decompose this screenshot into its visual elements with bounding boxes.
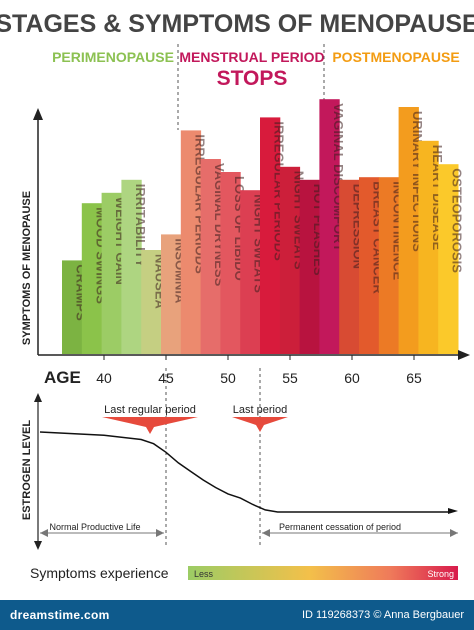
bar-breast-cancer: [359, 177, 380, 354]
bar-osteoporosis: [438, 164, 459, 354]
legend-label: Symptoms experience: [30, 565, 169, 581]
annotation-last-regular-period: Last regular period: [104, 404, 196, 416]
last-period-marker: [232, 417, 288, 432]
bar-vaginal-dryness: [200, 159, 221, 354]
footer-bar: dreamstime.com ID 119268373 © Anna Bergb…: [0, 600, 474, 630]
footer-credit: ID 119268373 © Anna Bergbauer: [301, 609, 464, 621]
legend-strong: Strong: [427, 569, 454, 579]
bar-incontinence: [378, 177, 400, 354]
estrogen-curve-arrow: [448, 508, 458, 514]
legend-gradient-bar: [188, 566, 458, 580]
bar-irregular-periods: [180, 130, 202, 354]
stage-menstrual-line1: MENSTRUAL PERIOD: [179, 49, 324, 65]
legend-less: Less: [194, 569, 214, 579]
bar-depression: [339, 179, 360, 354]
bar-nausea: [141, 250, 162, 354]
bar-cramps: [62, 260, 83, 354]
bar-label: IRRITABILITY: [133, 184, 148, 268]
cessation-arrow-right: [450, 529, 458, 537]
symptom-bars: CRAMPS MOOD SWINGS WEIGHT GAIN IRRITABILITY…: [62, 99, 465, 355]
stage-postmenopause: POSTMENOPAUSE: [332, 49, 459, 65]
x-ticks: 40 45 50 55 60 65: [96, 355, 422, 386]
normal-life-arrow-right: [156, 529, 164, 537]
annotation-last-period: Last period: [233, 404, 287, 416]
annotation-permanent-cessation: Permanent cessation of period: [279, 522, 401, 532]
bar-heart-disease: [418, 140, 439, 354]
bar-loss-of-libido: [220, 172, 241, 354]
footer-brand[interactable]: dreamstime.com: [10, 608, 110, 622]
x-tick-label: 40: [96, 370, 112, 386]
last-regular-period-marker: [102, 417, 198, 434]
normal-life-arrow-left: [40, 529, 48, 537]
cessation-arrow-left: [262, 529, 270, 537]
annotation-normal-productive-life: Normal Productive Life: [49, 522, 140, 532]
x-tick-label: 45: [158, 370, 174, 386]
estrogen-y-arrow-top: [34, 393, 42, 402]
bar-night-sweats: [279, 166, 301, 354]
estrogen-y-arrow-bottom: [34, 541, 42, 550]
infographic: STAGES & SYMPTOMS OF MENOPAUSE PERIMENOP…: [0, 10, 474, 581]
x-tick-label: 65: [406, 370, 422, 386]
y-axis-label: SYMPTOMS OF MENOPAUSE: [21, 191, 33, 345]
page-title: STAGES & SYMPTOMS OF MENOPAUSE: [0, 10, 474, 38]
estrogen-axis-label: ESTROGEN LEVEL: [21, 420, 33, 521]
y-axis-arrow: [33, 108, 43, 120]
x-axis-arrow: [458, 350, 470, 360]
estrogen-curve: [39, 431, 448, 513]
bar-weight-gain: [101, 192, 122, 354]
stage-perimenopause: PERIMENOPAUSE: [52, 49, 174, 65]
x-tick-label: 55: [282, 370, 298, 386]
x-tick-label: 60: [344, 370, 360, 386]
bar-night-sweats: [240, 190, 261, 354]
stage-menstrual-line2: STOPS: [217, 67, 288, 90]
bar-insomnia: [161, 234, 182, 354]
bar-hot-flashes: [299, 179, 320, 354]
bar-vaginal-discomfort: [319, 99, 340, 354]
x-tick-label: 50: [220, 370, 236, 386]
bar-irregular-periods: [260, 117, 281, 355]
x-axis-label: AGE: [44, 368, 81, 387]
bar-label: OSTEOPOROSIS: [450, 168, 465, 273]
bar-irritability: [121, 179, 142, 354]
bar-urinary-infections: [398, 107, 419, 354]
bar-mood-swings: [81, 203, 103, 354]
